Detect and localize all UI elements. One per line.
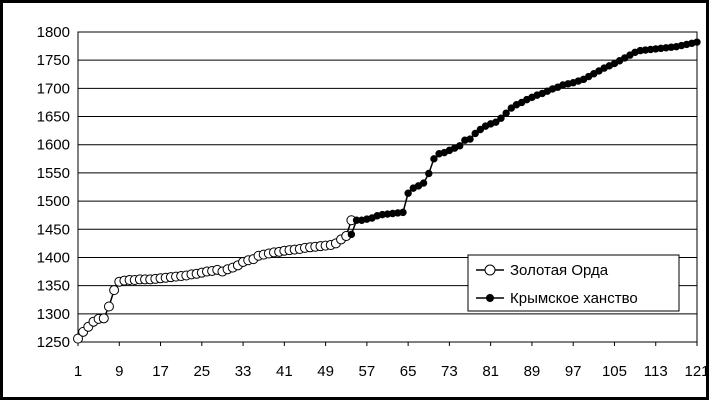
data-point [399,208,407,217]
x-tick-label: 25 [193,363,210,380]
data-point [109,285,120,296]
x-tick-label: 81 [482,363,499,380]
y-tick-label: 1400 [37,249,70,266]
y-tick-label: 1500 [37,193,70,210]
data-point [456,142,464,150]
x-tick-label: 73 [441,363,458,380]
data-point [502,109,510,117]
data-point [497,114,505,122]
x-axis-ticks: 1 9 17 25 33 41 49 57 65 73 81 89 97 105 113 121 [74,342,706,380]
y-tick-label: 1550 [37,165,70,182]
data-point [693,38,701,46]
x-tick-label: 121 [684,363,706,380]
y-axis-ticks: 1250 1300 1350 1400 1450 1500 1550 1600 1650 1700… [37,24,70,351]
data-point [476,125,485,134]
data-point [103,301,114,312]
x-tick-label: 105 [602,363,627,380]
x-tick-label: 1 [74,363,82,380]
y-tick-label: 1750 [37,52,70,69]
x-tick-label: 97 [565,363,582,380]
legend-label-golden-horde: Золотая Орда [510,262,609,279]
data-point [425,169,433,178]
series-0 [73,215,357,344]
legend: Золотая Орда Крымское ханство [467,254,680,312]
x-tick-label: 9 [115,363,123,380]
data-point [430,155,438,163]
data-point [471,129,479,138]
y-tick-label: 1600 [37,137,70,154]
y-tick-label: 1450 [37,221,70,238]
x-tick-label: 33 [235,363,252,380]
data-point [419,179,428,187]
y-tick-label: 1300 [37,306,70,323]
y-tick-label: 1250 [37,334,70,351]
data-point [492,118,500,126]
x-tick-label: 41 [276,363,293,380]
data-point [98,313,109,324]
data-point [73,333,83,344]
y-tick-label: 1650 [37,109,70,126]
series-layer [73,38,701,344]
x-tick-label: 113 [644,363,668,380]
x-tick-label: 17 [152,363,169,380]
data-point [347,230,356,239]
data-point [404,189,412,197]
y-tick-label: 1800 [37,24,70,41]
plot-area-border [77,31,698,343]
data-point [507,104,515,112]
legend-box [467,254,680,312]
x-tick-label: 65 [400,363,417,380]
series-1 [347,38,701,239]
legend-marker-golden-horde [484,264,496,276]
legend-label-crimean-khanate: Крымское ханство [510,290,638,307]
chart-svg: 1250 1300 1350 1400 1450 1500 1550 1600 1650 1700… [37,24,706,380]
x-tick-label: 89 [524,363,541,380]
x-tick-label: 57 [359,363,376,380]
series-line [350,41,698,235]
data-point [466,135,474,143]
legend-marker-crimean-khanate [486,294,494,302]
y-tick-label: 1350 [37,278,70,295]
y-tick-label: 1700 [37,80,70,97]
x-tick-label: 49 [317,363,334,380]
